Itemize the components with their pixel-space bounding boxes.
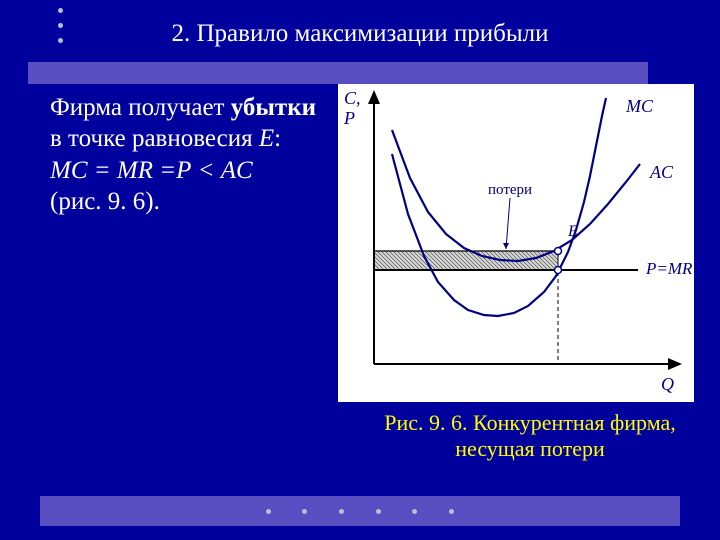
footer-dot	[412, 509, 417, 514]
body-line3: МС = МR =Р < AC	[50, 157, 253, 184]
accent-bar-bottom	[40, 496, 680, 526]
footer-dot	[449, 509, 454, 514]
body-line1a: Фирма получает	[50, 94, 231, 121]
svg-text:Q: Q	[661, 374, 674, 394]
footer-dot	[302, 509, 307, 514]
body-line1b: убытки	[231, 94, 316, 121]
body-line2-ital: Е	[259, 125, 274, 152]
accent-bar-top	[28, 62, 648, 84]
svg-text:AC: AC	[649, 162, 674, 182]
svg-text:потери: потери	[488, 182, 532, 198]
svg-text:MC: MC	[625, 96, 654, 116]
svg-text:E: E	[567, 223, 578, 240]
figure-caption: Рис. 9. 6. Конкурентная фирма, несущая п…	[350, 410, 710, 463]
caption-l1: Рис. 9. 6. Конкурентная фирма,	[384, 410, 676, 435]
svg-text:P=MR: P=MR	[645, 259, 693, 278]
chart-panel: C,P Q MC AC P=MR Eпотери	[338, 84, 694, 402]
body-line2: в точке равновесия	[50, 125, 259, 152]
chart-svg: C,P Q MC AC P=MR Eпотери	[338, 84, 694, 402]
body-line2-colon: :	[274, 125, 281, 152]
footer-dot	[376, 509, 381, 514]
svg-text:C,: C,	[344, 88, 361, 108]
body-text: Фирма получает убытки в точке равновесия…	[50, 92, 330, 217]
svg-text:P: P	[343, 108, 355, 128]
footer-dot	[266, 509, 271, 514]
caption-l2: несущая потери	[455, 436, 605, 461]
body-line4: (рис. 9. 6).	[50, 188, 160, 215]
bullet-dot	[58, 8, 63, 13]
footer-dot	[339, 509, 344, 514]
page-title: 2. Правило максимизации прибыли	[0, 20, 720, 48]
